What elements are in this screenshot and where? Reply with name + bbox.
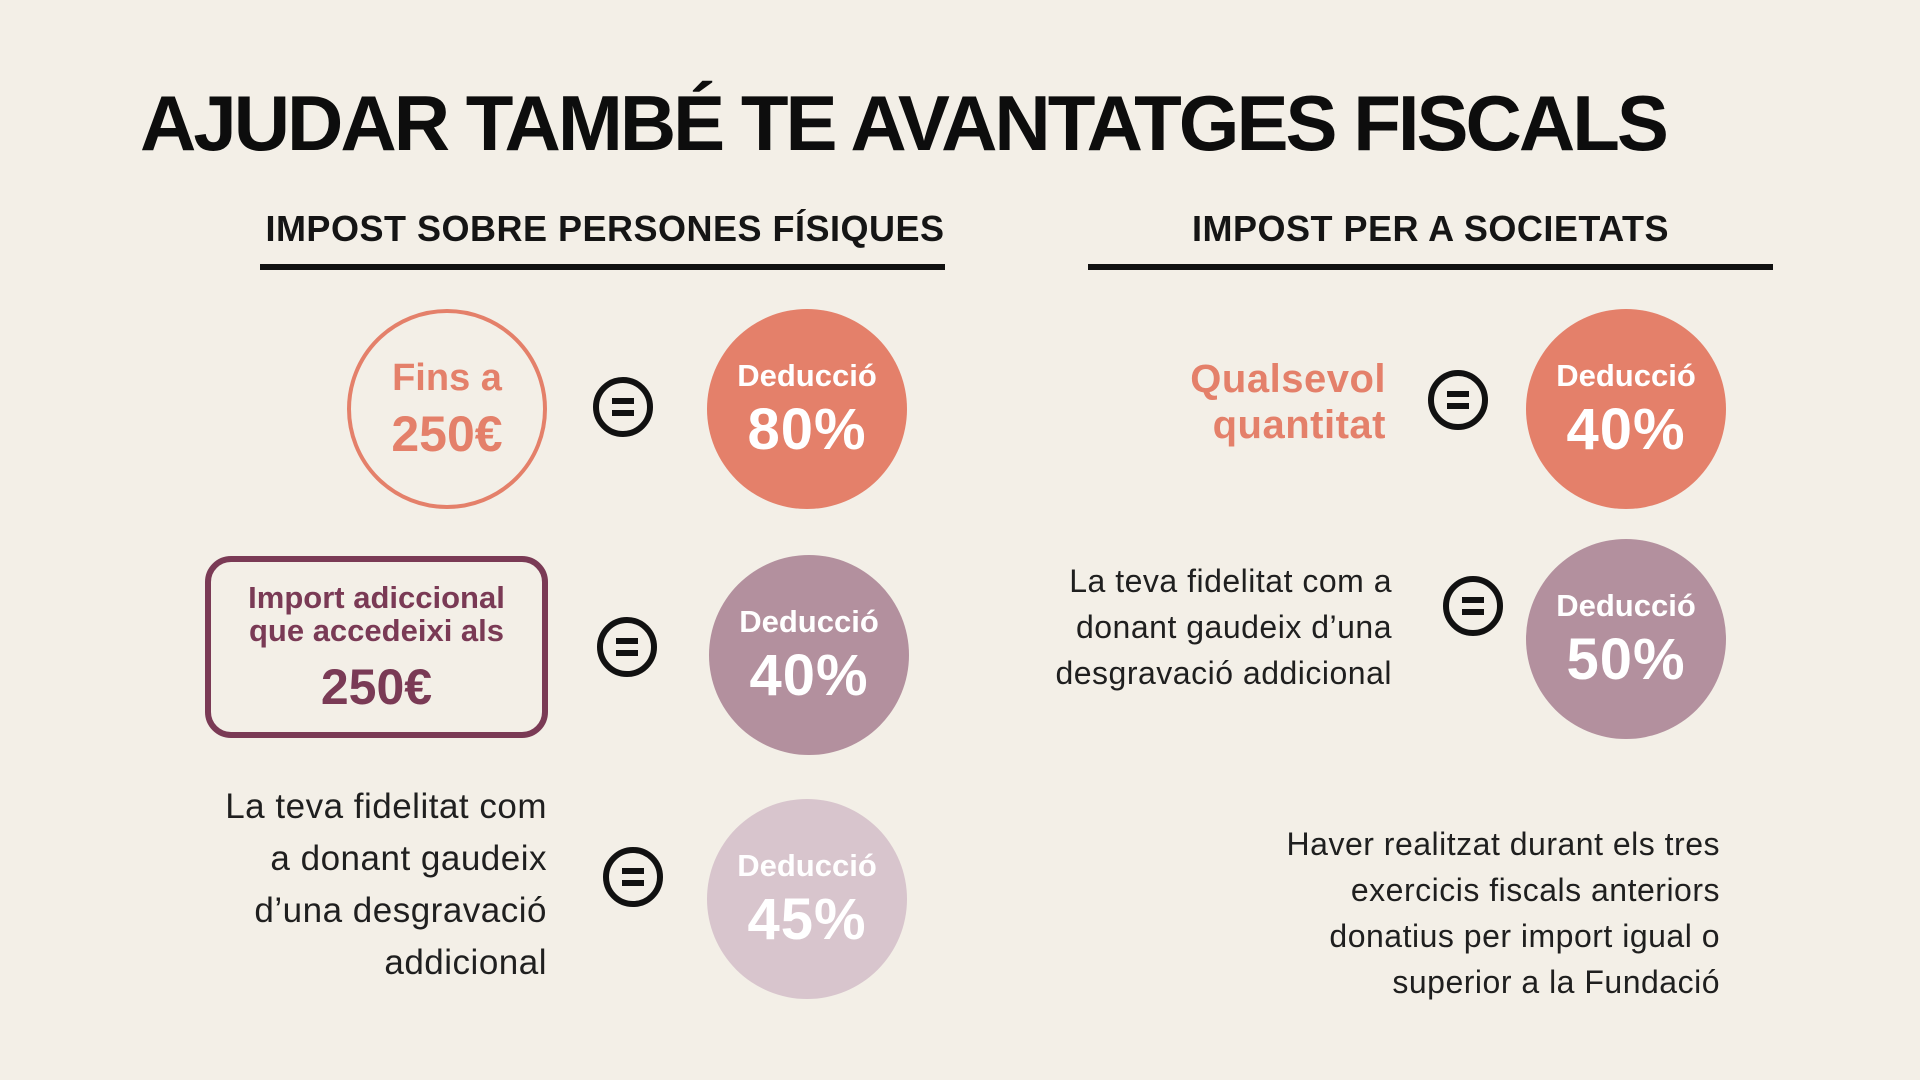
equals-circle-icon (1428, 370, 1488, 430)
page-title: AJUDAR TAMBÉ TE AVANTATGES FISCALS (140, 79, 1669, 167)
box-line-1: Import adiccional (248, 580, 505, 616)
text-line: addicional (384, 943, 547, 982)
text-line: donant gaudeix d’una (1075, 609, 1392, 645)
box-amount: 250€ (320, 658, 433, 715)
equals-circle-icon (1443, 576, 1503, 636)
deduction-percent: 40% (749, 642, 869, 708)
section-heading-companies: IMPOST PER A SOCIETATS (1191, 208, 1670, 249)
text-line: superior a la Fundació (1392, 964, 1720, 1000)
any-amount-text: Qualsevol quantitat (1060, 356, 1386, 448)
deduction-label: Deducció (1556, 357, 1696, 393)
deduction-circle-45: Deducció 45% (707, 799, 907, 999)
text-line: exercicis fiscals anteriors (1350, 872, 1720, 908)
deduction-label: Deducció (737, 847, 877, 883)
box-line-2: que accedeixi als (248, 613, 505, 648)
amount-circle-up-to-250: Fins a 250€ (347, 309, 547, 509)
equals-circle-icon (597, 617, 657, 677)
amount-label: quantitat (1212, 403, 1386, 447)
amount-label: Fins a (392, 357, 502, 399)
equals-circle-icon (593, 377, 653, 437)
text-line: desgravació addicional (1055, 655, 1392, 691)
text-line: donatius per import igual o (1329, 918, 1720, 954)
additional-amount-box: Import adiccional que accedeixi als 250€ (205, 556, 548, 738)
section-underline-personal (260, 264, 945, 270)
deduction-circle-80: Deducció 80% (707, 309, 907, 509)
deduction-circle-50: Deducció 50% (1526, 539, 1726, 739)
deduction-circle-40: Deducció 40% (709, 555, 909, 755)
deduction-label: Deducció (1556, 587, 1696, 623)
deduction-percent: 40% (1566, 396, 1686, 462)
text-line: d’una desgravació (254, 891, 547, 930)
deduction-percent: 45% (747, 886, 867, 952)
amount-label: Qualsevol (1190, 357, 1386, 401)
condition-note: Haver realitzat durant els tres exercici… (1160, 821, 1720, 1005)
loyalty-text-personal: La teva fidelitat com a donant gaudeix d… (140, 781, 547, 989)
deduction-label: Deducció (739, 603, 879, 639)
deduction-percent: 50% (1566, 626, 1686, 692)
deduction-label: Deducció (737, 357, 877, 393)
equals-circle-icon (603, 847, 663, 907)
section-underline-companies (1088, 264, 1773, 270)
text-line: a donant gaudeix (270, 839, 547, 878)
text-line: Haver realitzat durant els tres (1286, 826, 1720, 862)
loyalty-text-companies: La teva fidelitat com a donant gaudeix d… (980, 558, 1392, 696)
deduction-circle-40: Deducció 40% (1526, 309, 1726, 509)
text-line: La teva fidelitat com a (1069, 563, 1392, 599)
deduction-percent: 80% (747, 396, 867, 462)
text-line: La teva fidelitat com (225, 787, 547, 826)
amount-value: 250€ (391, 406, 503, 462)
section-heading-personal: IMPOST SOBRE PERSONES FÍSIQUES (265, 208, 945, 249)
